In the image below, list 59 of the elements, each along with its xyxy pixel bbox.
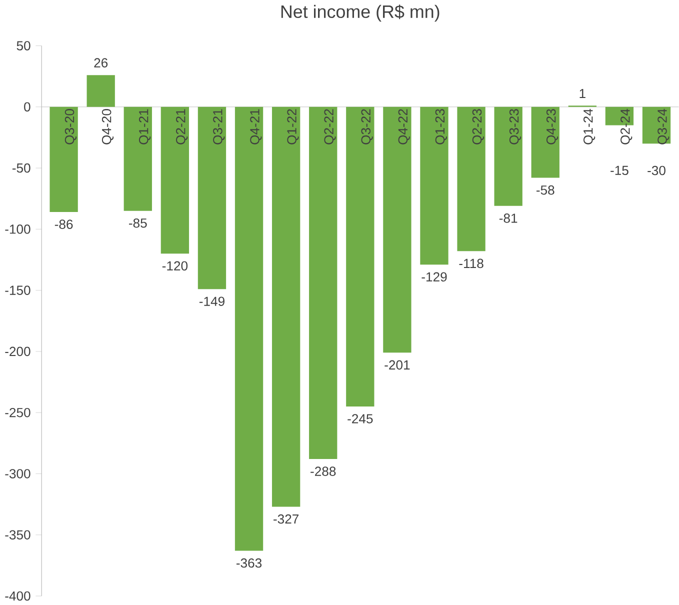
data-label: -81 <box>499 213 518 223</box>
y-tick-label: -150 <box>5 286 30 295</box>
data-label: -327 <box>274 514 299 524</box>
bar <box>346 106 374 406</box>
data-label: -85 <box>129 218 147 228</box>
x-tick-label: Q2-24 <box>620 108 632 144</box>
x-tick-label: Q3-20 <box>64 108 77 144</box>
data-label: -288 <box>310 466 336 476</box>
x-tick-label: Q2-22 <box>324 109 336 144</box>
x-tick-label: Q3-21 <box>213 109 225 144</box>
data-label: -120 <box>162 261 188 270</box>
x-tick-label: Q1-22 <box>287 109 299 144</box>
data-label: -58 <box>536 185 554 195</box>
x-tick-label: Q2-23 <box>472 109 484 144</box>
x-tick-label: Q1-23 <box>435 109 447 144</box>
bar <box>160 106 190 254</box>
y-tick-label: -50 <box>12 163 30 173</box>
bar <box>272 106 300 507</box>
bar <box>494 106 522 206</box>
y-tick-label: 50 <box>16 41 30 50</box>
bar <box>420 106 448 265</box>
x-tick-label: Q4-21 <box>250 109 262 144</box>
x-tick-label: Q4-23 <box>546 109 558 144</box>
bar <box>531 106 560 178</box>
y-tick-label: -100 <box>5 224 30 234</box>
data-label: -86 <box>54 220 73 229</box>
x-tick-label: Q4-22 <box>398 109 410 144</box>
data-label: -245 <box>348 414 373 424</box>
x-tick-label: Q3-22 <box>361 109 373 144</box>
data-label: -118 <box>459 258 484 268</box>
x-tick-label: Q3-23 <box>509 109 522 144</box>
data-label: 1 <box>580 88 586 98</box>
y-tick-label: -400 <box>5 591 30 601</box>
chart-title: Net income (R$ mn) <box>281 4 440 22</box>
x-tick-label: Q1-21 <box>138 109 151 144</box>
bar <box>124 106 152 211</box>
y-tick-label: 0 <box>24 102 30 112</box>
bar <box>50 106 78 212</box>
data-label: -201 <box>384 360 410 370</box>
data-label: -149 <box>199 296 224 306</box>
bar <box>86 74 115 107</box>
data-label: -129 <box>422 272 447 282</box>
data-label: 26 <box>94 58 108 68</box>
bar <box>383 106 412 353</box>
data-label: -363 <box>236 558 262 568</box>
bar <box>198 106 226 289</box>
y-tick-label: -350 <box>5 530 30 540</box>
bar <box>234 106 264 551</box>
y-tick-label: -200 <box>5 346 30 356</box>
data-label: -15 <box>610 166 628 175</box>
data-label: -30 <box>648 166 666 176</box>
y-tick-label: -250 <box>5 408 30 418</box>
x-tick-label: Q3-24 <box>658 108 670 144</box>
y-tick-label: -300 <box>5 468 30 478</box>
x-tick-label: Q2-21 <box>176 109 188 144</box>
x-tick-label: Q4-20 <box>102 108 114 144</box>
bar <box>309 106 338 459</box>
x-tick-label: Q1-24 <box>583 108 596 144</box>
bar <box>457 106 486 252</box>
